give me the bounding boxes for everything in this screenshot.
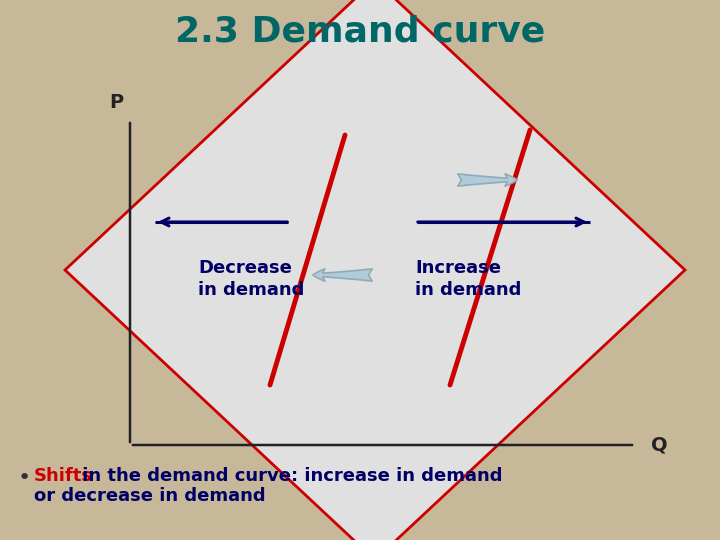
Text: or decrease in demand: or decrease in demand — [34, 487, 266, 505]
Text: •: • — [18, 468, 31, 488]
Text: Increase: Increase — [415, 259, 501, 277]
Text: in the demand curve: increase in demand: in the demand curve: increase in demand — [76, 467, 503, 485]
Polygon shape — [65, 0, 685, 540]
Text: in demand: in demand — [198, 281, 305, 299]
Text: P: P — [109, 93, 123, 112]
Text: in demand: in demand — [415, 281, 521, 299]
Text: Shifts: Shifts — [34, 467, 93, 485]
Text: Q: Q — [651, 435, 667, 455]
Text: 2.3 Demand curve: 2.3 Demand curve — [175, 15, 545, 49]
Text: Decrease: Decrease — [198, 259, 292, 277]
